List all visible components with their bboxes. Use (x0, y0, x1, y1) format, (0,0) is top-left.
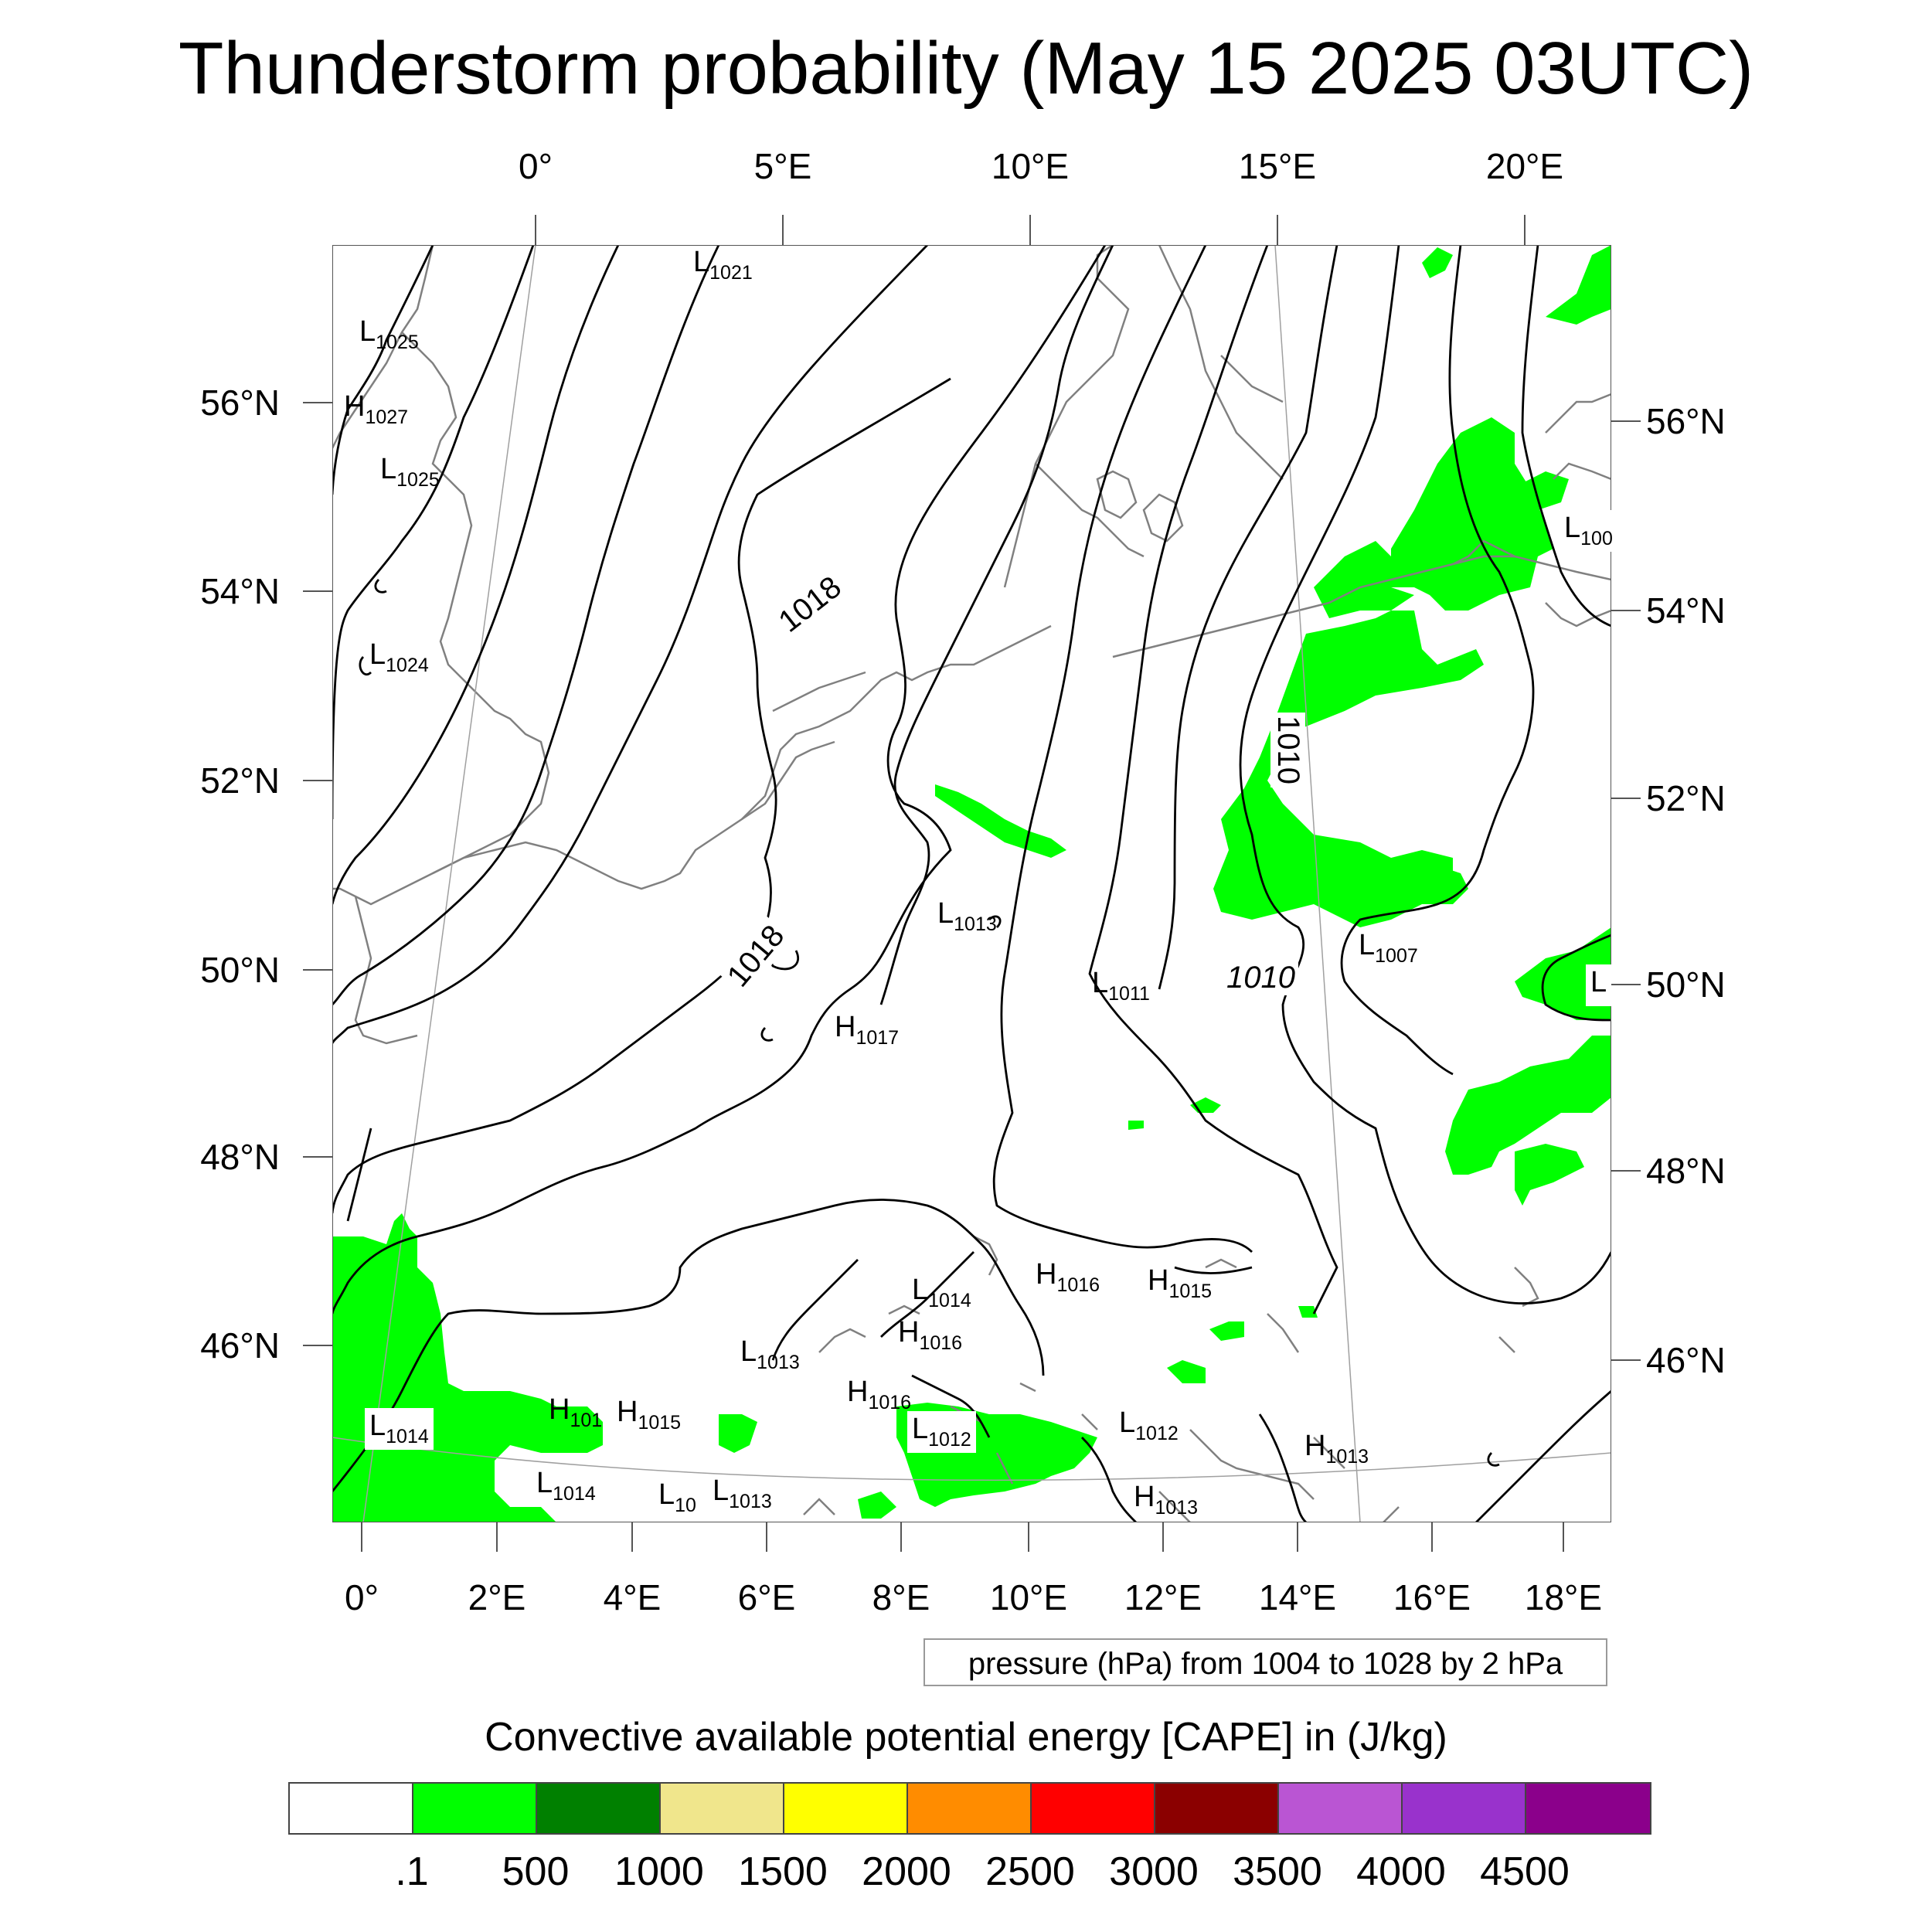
colorbar (288, 1782, 1651, 1835)
right-lat-label: 56°N (1646, 401, 1726, 441)
colorbar-swatch (290, 1784, 413, 1833)
pressure-center-label: L1012 (1119, 1406, 1179, 1444)
contour-info-box: pressure (hPa) from 1004 to 1028 by 2 hP… (923, 1638, 1607, 1686)
top-lon-label: 5°E (753, 146, 812, 186)
left-lat-label: 56°N (200, 383, 280, 423)
pressure-center-label: L1021 (693, 246, 753, 284)
isobars (332, 245, 1611, 1522)
bottom-lon-label: 10°E (989, 1577, 1068, 1617)
colorbar-tick-label: 500 (502, 1849, 570, 1894)
top-lon-label: 0° (519, 146, 553, 186)
pressure-center-label: L1012 (907, 1411, 976, 1453)
colorbar-swatch (908, 1784, 1032, 1833)
axis-ticks (303, 215, 1641, 1552)
bottom-lon-label: 12°E (1124, 1577, 1202, 1617)
colorbar-swatch (413, 1784, 537, 1833)
pressure-center-label: H1016 (847, 1376, 912, 1413)
pressure-center-label: H1017 (835, 1011, 900, 1049)
colorbar-swatch (1526, 1784, 1650, 1833)
bottom-lon-label: 6°E (737, 1577, 796, 1617)
graticule (332, 245, 1611, 1522)
colorbar-tick-label: 1500 (738, 1849, 828, 1894)
bottom-lon-label: 8°E (872, 1577, 930, 1617)
colorbar-tick-label: 4500 (1480, 1849, 1570, 1894)
colorbar-tick-label: 1000 (614, 1849, 704, 1894)
left-lat-label: 50°N (200, 950, 280, 990)
pressure-center-label: H1027 (344, 390, 409, 428)
pressure-center-label: H101 (549, 1393, 603, 1431)
colorbar-swatch (661, 1784, 784, 1833)
isobar-label: 1010 (1270, 713, 1305, 787)
bottom-lon-label: 4°E (603, 1577, 662, 1617)
right-lat-label: 50°N (1646, 964, 1726, 1005)
right-lat-label: 54°N (1646, 590, 1726, 631)
bottom-lon-label: 0° (345, 1577, 379, 1617)
pressure-center-label: L1013 (740, 1335, 800, 1373)
page-title: Thunderstorm probability (May 15 2025 03… (178, 27, 1754, 110)
pressure-center-label: H1013 (1134, 1481, 1199, 1519)
colorbar-swatch (1155, 1784, 1279, 1833)
pressure-center-label: H1013 (1304, 1430, 1369, 1468)
top-lon-label: 15°E (1238, 146, 1317, 186)
left-lat-label: 48°N (200, 1137, 280, 1177)
pressure-center-label: L1024 (369, 638, 429, 676)
isobar-label: 1010 (1223, 961, 1298, 995)
right-lat-label: 48°N (1646, 1151, 1726, 1191)
pressure-center-label: H1015 (1148, 1264, 1213, 1302)
left-lat-label: 52°N (200, 760, 280, 801)
colorbar-tick-label: 2000 (862, 1849, 951, 1894)
pressure-center-label: H1016 (1036, 1258, 1100, 1296)
bottom-lon-label: 18°E (1524, 1577, 1603, 1617)
colorbar-title: Convective available potential energy [C… (485, 1715, 1447, 1760)
right-lat-label: 46°N (1646, 1340, 1726, 1380)
pressure-center-label: L1013 (937, 897, 997, 935)
pressure-center-label: L1014 (912, 1274, 971, 1311)
colorbar-tick-label: 2500 (985, 1849, 1075, 1894)
right-lat-label: 52°N (1646, 778, 1726, 818)
pressure-center-label: L1007 (1359, 929, 1418, 967)
colorbar-tick-label: .1 (395, 1849, 429, 1894)
bottom-lon-label: 16°E (1393, 1577, 1471, 1617)
colorbar-tick-label: 3000 (1109, 1849, 1199, 1894)
colorbar-swatch (1279, 1784, 1403, 1833)
top-lon-label: 20°E (1485, 146, 1564, 186)
pressure-center-label: L1025 (359, 315, 419, 353)
colorbar-swatch (537, 1784, 661, 1833)
pressure-center-label: L1014 (365, 1408, 434, 1450)
coastlines (332, 245, 1611, 1522)
pressure-center-label: H1016 (898, 1316, 963, 1354)
pressure-center-label: L10 (658, 1478, 696, 1516)
pressure-center-label: L1014 (536, 1467, 596, 1505)
colorbar-swatch (784, 1784, 908, 1833)
colorbar-swatch (1032, 1784, 1155, 1833)
cape-fill-regions (332, 245, 1611, 1522)
left-lat-label: 46°N (200, 1325, 280, 1366)
pressure-center-label: L100 (1560, 510, 1617, 552)
left-lat-label: 54°N (200, 571, 280, 611)
pressure-center-label: L1011 (1092, 967, 1150, 1005)
bottom-lon-label: 14°E (1258, 1577, 1337, 1617)
colorbar-swatch (1403, 1784, 1526, 1833)
colorbar-tick-label: 3500 (1233, 1849, 1322, 1894)
pressure-center-label: L1013 (713, 1475, 772, 1512)
pressure-center-label: L1025 (380, 453, 440, 491)
top-lon-label: 10°E (991, 146, 1070, 186)
colorbar-tick-label: 4000 (1356, 1849, 1446, 1894)
bottom-lon-label: 2°E (468, 1577, 526, 1617)
pressure-center-label: H1015 (617, 1396, 682, 1434)
pressure-center-label: L (1586, 964, 1612, 1006)
